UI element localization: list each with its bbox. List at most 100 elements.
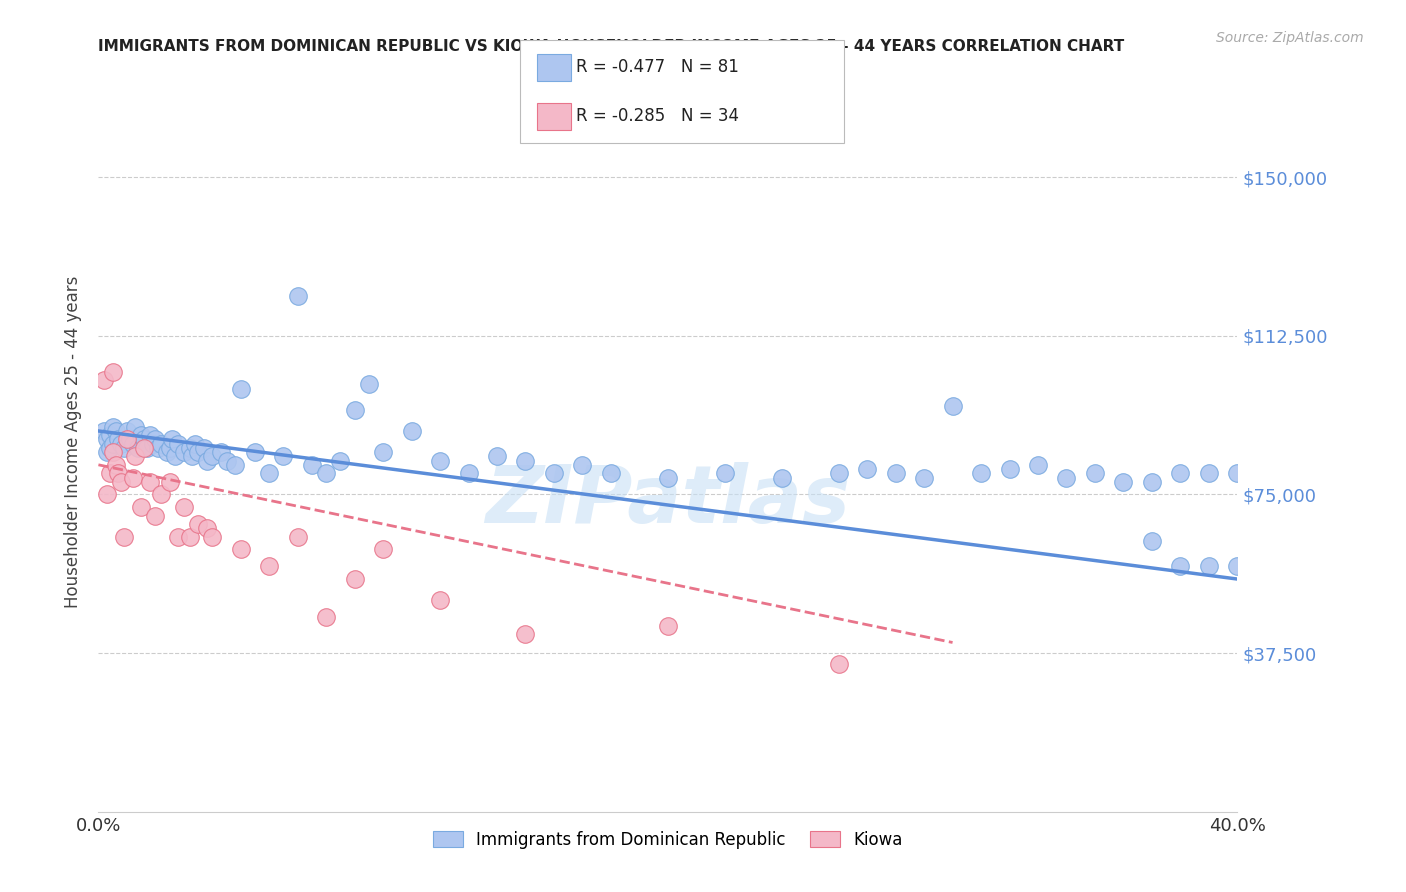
Point bbox=[96, 487, 118, 501]
Point bbox=[1226, 467, 1249, 481]
Point bbox=[884, 467, 907, 481]
Point bbox=[243, 445, 266, 459]
Point bbox=[165, 450, 187, 464]
Point bbox=[195, 521, 218, 535]
Point bbox=[184, 436, 207, 450]
Legend: Immigrants from Dominican Republic, Kiowa: Immigrants from Dominican Republic, Kiow… bbox=[426, 824, 910, 855]
Point bbox=[543, 467, 565, 481]
Point bbox=[121, 436, 143, 450]
Point bbox=[515, 627, 537, 641]
Point bbox=[201, 530, 224, 544]
Point bbox=[998, 462, 1021, 476]
Y-axis label: Householder Income Ages 25 - 44 years: Householder Income Ages 25 - 44 years bbox=[65, 276, 83, 607]
Point bbox=[132, 433, 155, 447]
Text: R = -0.285   N = 34: R = -0.285 N = 34 bbox=[576, 107, 740, 125]
Point bbox=[107, 433, 129, 447]
Point bbox=[173, 445, 195, 459]
Point bbox=[401, 424, 423, 438]
Point bbox=[115, 433, 138, 447]
Point bbox=[167, 530, 190, 544]
Point bbox=[343, 402, 366, 417]
Point bbox=[287, 288, 309, 302]
Point bbox=[1112, 475, 1135, 489]
Point bbox=[1198, 559, 1220, 574]
Point bbox=[828, 467, 851, 481]
Point bbox=[1056, 470, 1078, 484]
Text: ZIPatlas: ZIPatlas bbox=[485, 462, 851, 540]
Point bbox=[429, 453, 451, 467]
Point bbox=[571, 458, 593, 472]
Point bbox=[600, 467, 623, 481]
Point bbox=[259, 559, 281, 574]
Point bbox=[179, 530, 201, 544]
Point bbox=[856, 462, 879, 476]
Point bbox=[209, 445, 232, 459]
Point bbox=[301, 458, 323, 472]
Point bbox=[657, 618, 679, 632]
Point bbox=[1026, 458, 1049, 472]
Point bbox=[129, 428, 152, 442]
Point bbox=[193, 441, 215, 455]
Point bbox=[110, 475, 132, 489]
Point bbox=[138, 475, 160, 489]
Point bbox=[148, 441, 170, 455]
Point bbox=[101, 419, 124, 434]
Point bbox=[343, 572, 366, 586]
Point bbox=[104, 458, 127, 472]
Point bbox=[98, 428, 121, 442]
Point bbox=[287, 530, 309, 544]
Point bbox=[101, 365, 124, 379]
Point bbox=[315, 610, 337, 624]
Point bbox=[110, 436, 132, 450]
Point bbox=[124, 450, 146, 464]
Point bbox=[112, 530, 135, 544]
Point bbox=[138, 428, 160, 442]
Point bbox=[373, 445, 395, 459]
Point bbox=[118, 433, 141, 447]
Point bbox=[145, 508, 167, 523]
Point bbox=[167, 436, 190, 450]
Point bbox=[273, 450, 295, 464]
Point bbox=[98, 441, 121, 455]
Point bbox=[145, 433, 167, 447]
Point bbox=[457, 467, 479, 481]
Point bbox=[315, 467, 337, 481]
Point bbox=[156, 445, 179, 459]
Point bbox=[173, 500, 195, 515]
Point bbox=[127, 441, 149, 455]
Point bbox=[357, 377, 380, 392]
Point bbox=[159, 441, 181, 455]
Point bbox=[132, 441, 155, 455]
Point bbox=[187, 445, 209, 459]
Point bbox=[657, 470, 679, 484]
Point bbox=[970, 467, 993, 481]
Point bbox=[942, 399, 965, 413]
Point bbox=[1170, 467, 1192, 481]
Point bbox=[515, 453, 537, 467]
Point bbox=[93, 424, 115, 438]
Point bbox=[107, 467, 129, 481]
Point bbox=[828, 657, 851, 671]
Point bbox=[1140, 533, 1163, 548]
Point bbox=[181, 450, 204, 464]
Point bbox=[124, 419, 146, 434]
Point bbox=[229, 382, 252, 396]
Point bbox=[770, 470, 793, 484]
Point bbox=[259, 467, 281, 481]
Point bbox=[195, 453, 218, 467]
Point bbox=[224, 458, 246, 472]
Text: IMMIGRANTS FROM DOMINICAN REPUBLIC VS KIOWA HOUSEHOLDER INCOME AGES 25 - 44 YEAR: IMMIGRANTS FROM DOMINICAN REPUBLIC VS KI… bbox=[98, 38, 1125, 54]
Point bbox=[1140, 475, 1163, 489]
Text: R = -0.477   N = 81: R = -0.477 N = 81 bbox=[576, 58, 740, 76]
Point bbox=[329, 453, 352, 467]
Point bbox=[1226, 559, 1249, 574]
Point bbox=[129, 500, 152, 515]
Point bbox=[96, 445, 118, 459]
Point bbox=[101, 445, 124, 459]
Point bbox=[486, 450, 509, 464]
Point bbox=[429, 593, 451, 607]
Point bbox=[179, 441, 201, 455]
Point bbox=[98, 467, 121, 481]
Point bbox=[215, 453, 238, 467]
Point bbox=[150, 487, 173, 501]
